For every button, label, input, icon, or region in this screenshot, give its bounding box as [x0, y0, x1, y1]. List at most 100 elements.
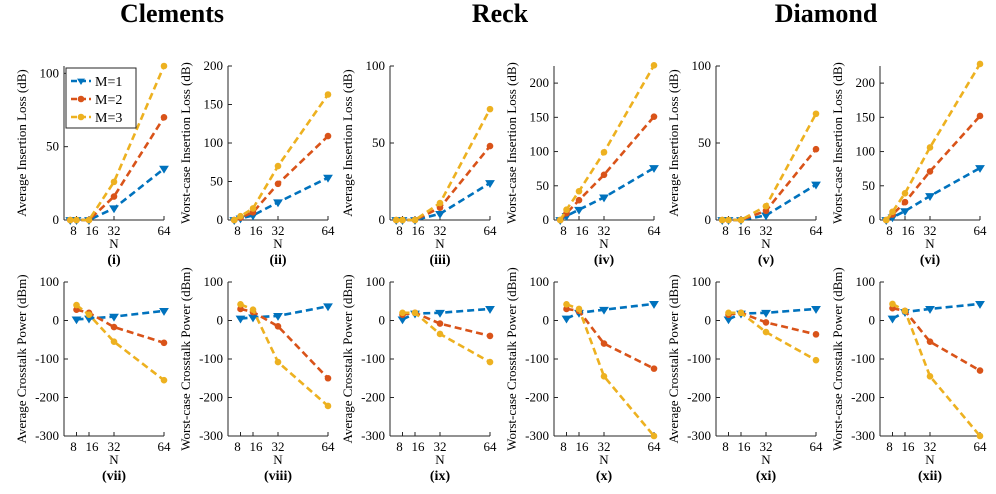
data-point-M=1 [273, 199, 283, 208]
data-point-M=3 [110, 178, 118, 186]
data-point-M=2 [976, 112, 984, 120]
y-axis-label: Average Insertion Loss (dB) [340, 69, 355, 216]
y-tick-label: 150 [856, 109, 876, 124]
y-tick-label: 100 [366, 58, 386, 73]
data-point-M=2 [324, 374, 332, 382]
x-tick-label: 8 [70, 223, 77, 238]
data-point-M=2 [110, 193, 118, 200]
y-tick-label: 50 [46, 139, 59, 154]
y-tick-label: -100 [525, 351, 549, 366]
y-tick-label: -100 [851, 351, 875, 366]
data-point-M=3 [600, 148, 608, 156]
data-point-M=3 [85, 216, 93, 224]
data-point-M=3 [66, 216, 74, 224]
y-tick-label: 50 [862, 178, 875, 193]
chart-panel-10: 100 0 -100 -200 -300 8 16 32 64 N Worst-case Cross… [504, 267, 661, 484]
x-tick-label: 32 [760, 439, 773, 454]
data-point-M=3 [762, 202, 770, 210]
data-point-M=3 [399, 216, 406, 224]
x-axis-label: N [273, 236, 283, 251]
data-point-M=3 [392, 216, 400, 224]
data-point-M=1 [599, 194, 609, 203]
data-point-M=3 [486, 358, 494, 366]
series-line-M=3 [891, 302, 981, 437]
y-tick-label: -200 [35, 390, 59, 405]
y-tick-label: -200 [525, 390, 549, 405]
x-tick-label: 32 [434, 439, 447, 454]
y-axis-label: Average Crosstalk Power (dBm) [666, 274, 681, 443]
data-point-M=2 [274, 180, 282, 188]
y-tick-label: 100 [40, 65, 60, 80]
x-tick-label: 8 [234, 439, 241, 454]
panel-label: (viii) [264, 469, 292, 484]
data-point-M=3 [737, 309, 745, 317]
x-tick-label: 64 [322, 439, 336, 454]
y-tick-label: 100 [692, 58, 712, 73]
series-line-M=3 [75, 304, 165, 382]
y-tick-label: 100 [204, 274, 224, 289]
panel-label: (i) [107, 253, 121, 268]
x-tick-label: 32 [434, 223, 447, 238]
y-tick-label: -300 [687, 428, 711, 443]
data-point-M=3 [436, 199, 444, 207]
data-point-M=2 [650, 365, 658, 372]
panel-label: (iv) [594, 253, 615, 268]
chart-panel-12: 100 0 -100 -200 -300 8 16 32 64 N Worst-case Cross… [830, 267, 987, 484]
legend-marker-M=1 [77, 78, 85, 85]
chart-panel-1: 0 50 100 8 16 32 64 N Average Insertion Loss (dB… [14, 62, 171, 268]
x-tick-label: 32 [598, 223, 611, 238]
x-axis-label: N [761, 236, 771, 251]
x-tick-label: 64 [648, 439, 662, 454]
series-line-M=2 [722, 148, 818, 222]
x-axis-label: N [599, 236, 609, 251]
x-tick-label: 32 [598, 439, 611, 454]
data-point-M=3 [160, 376, 168, 384]
x-tick-label: 64 [810, 223, 824, 238]
series-line-M=3 [402, 311, 491, 364]
chart-panel-5: 0 50 100 8 16 32 64 N Average Insertion Loss (dB… [666, 58, 823, 268]
y-tick-label: 0 [217, 313, 224, 328]
group-title-clements: Clements [120, 0, 224, 28]
y-tick-label: 0 [379, 212, 386, 227]
group-title-diamond: Diamond [775, 0, 878, 28]
data-point-M=2 [486, 142, 494, 150]
y-tick-label: 150 [204, 97, 224, 112]
panel-label: (iii) [430, 253, 451, 268]
x-tick-label: 64 [158, 439, 172, 454]
series-line-M=2 [396, 145, 492, 222]
data-point-M=3 [812, 110, 820, 118]
series-line-M=1 [401, 307, 491, 321]
x-tick-label: 32 [760, 223, 773, 238]
data-point-M=1 [925, 306, 935, 314]
data-point-M=3 [563, 206, 570, 214]
y-tick-label: 100 [530, 144, 550, 159]
data-point-M=2 [650, 113, 658, 120]
series-line-M=1 [727, 307, 817, 321]
panel-label: (xi) [756, 469, 777, 484]
x-tick-label: 8 [396, 439, 403, 454]
x-tick-label: 32 [924, 223, 937, 238]
data-point-M=2 [160, 339, 168, 347]
legend-marker-M=3 [77, 113, 85, 121]
y-axis-label: Worst-case Crosstalk Power (dBm) [830, 267, 845, 450]
panel-label: (vi) [920, 253, 941, 268]
series-line-M=3 [566, 303, 655, 437]
data-point-M=2 [762, 207, 770, 215]
y-tick-label: 0 [705, 313, 712, 328]
data-point-M=3 [237, 301, 244, 308]
data-point-M=1 [323, 174, 333, 183]
data-point-M=1 [323, 303, 333, 312]
x-tick-label: 8 [396, 223, 403, 238]
x-tick-label: 32 [272, 223, 285, 238]
data-point-M=1 [435, 210, 445, 219]
chart-panel-9: 100 0 -100 -200 -300 8 16 32 64 N Average Crosstal… [340, 274, 497, 484]
series-line-M=1 [891, 302, 981, 320]
data-point-M=2 [324, 132, 332, 140]
data-point-M=2 [274, 322, 282, 330]
x-tick-label: 8 [560, 223, 567, 238]
data-point-M=3 [274, 162, 282, 170]
panel-label: (xii) [918, 469, 942, 484]
x-tick-label: 8 [886, 439, 893, 454]
group-title-reck: Reck [472, 0, 529, 28]
